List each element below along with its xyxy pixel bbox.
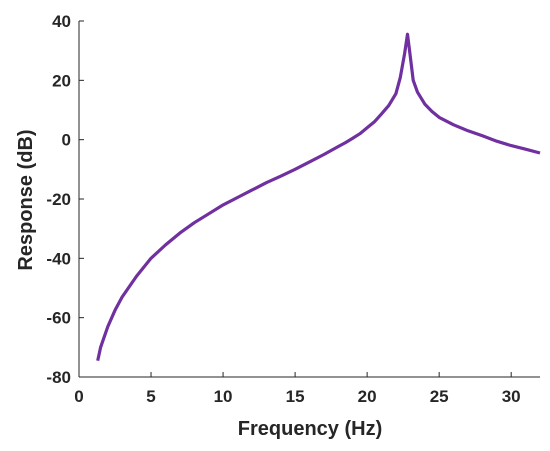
y-axis-label: Response (dB) [15, 129, 37, 270]
series-line [96, 32, 541, 362]
x-tick-label: 30 [502, 387, 521, 406]
x-tick-label: 25 [430, 387, 449, 406]
x-tick-label: 5 [146, 387, 155, 406]
y-tick-label: -40 [46, 249, 71, 268]
y-tick-label: -20 [46, 190, 71, 209]
x-tick-label: 15 [286, 387, 305, 406]
x-tick-label: 0 [74, 387, 83, 406]
y-tick-label: 40 [52, 12, 71, 31]
series-layer [96, 32, 541, 362]
y-axis: 40 20 0 -20 -40 -60 -80 [46, 12, 84, 387]
y-tick-label: -80 [46, 368, 71, 387]
x-axis-label: Frequency (Hz) [238, 418, 382, 440]
y-tick-label: 0 [62, 131, 71, 150]
x-axis: 0 5 10 15 20 25 30 [74, 372, 540, 406]
y-tick-label: -60 [46, 309, 71, 328]
x-tick-label: 10 [214, 387, 233, 406]
y-tick-label: 20 [52, 71, 71, 90]
x-tick-label: 20 [358, 387, 377, 406]
